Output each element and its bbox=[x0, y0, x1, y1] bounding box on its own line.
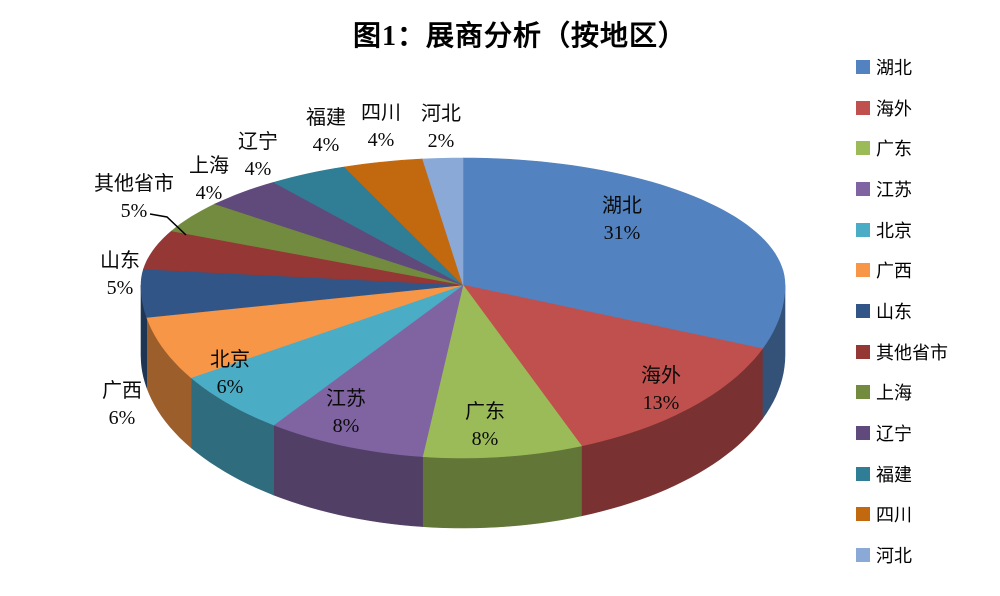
slice-label-name: 海外 bbox=[641, 365, 681, 387]
slice-label-percent: 6% bbox=[216, 376, 244, 398]
slice-label-name: 上海 bbox=[189, 155, 229, 177]
slice-label-山东: 山东 5% bbox=[100, 248, 140, 302]
pie-slice-四川 bbox=[343, 158, 464, 286]
pie-slice-江苏 bbox=[273, 284, 464, 457]
slice-label-name: 广东 bbox=[465, 401, 505, 423]
slice-label-河北: 河北 2% bbox=[421, 101, 461, 155]
pie-slice-广东 bbox=[422, 284, 583, 459]
slice-label-percent: 31% bbox=[603, 222, 641, 244]
slice-label-percent: 5% bbox=[106, 277, 134, 299]
slice-label-percent: 2% bbox=[427, 130, 455, 152]
slice-label-name: 北京 bbox=[210, 349, 250, 371]
slice-label-name: 广西 bbox=[102, 380, 142, 402]
slice-label-name: 河北 bbox=[421, 103, 461, 125]
leader-line bbox=[149, 213, 187, 236]
slice-label-percent: 8% bbox=[332, 415, 360, 437]
slice-label-江苏: 江苏 8% bbox=[326, 386, 366, 440]
pie-slice-河北 bbox=[422, 157, 464, 286]
pie-side-广东 bbox=[422, 445, 582, 529]
slice-label-广东: 广东 8% bbox=[465, 399, 505, 453]
pie-slice-广西 bbox=[146, 284, 464, 379]
chart-title: 图1：展商分析（按地区） bbox=[352, 21, 688, 52]
slice-label-percent: 6% bbox=[108, 407, 136, 429]
slice-label-其他省市: 其他省市 5% bbox=[94, 171, 174, 225]
slice-label-name: 其他省市 bbox=[94, 173, 174, 195]
slice-label-北京: 北京 6% bbox=[210, 347, 250, 401]
slice-label-上海: 上海 4% bbox=[189, 153, 229, 207]
slice-label-海外: 海外 13% bbox=[641, 363, 681, 417]
pie-slice-福建 bbox=[272, 166, 464, 286]
slice-label-percent: 5% bbox=[120, 200, 148, 222]
slice-label-percent: 4% bbox=[312, 134, 340, 156]
slice-label-name: 山东 bbox=[100, 250, 140, 272]
slice-label-name: 四川 bbox=[361, 102, 401, 124]
pie-slice-辽宁 bbox=[214, 181, 464, 286]
pie-slice-海外 bbox=[462, 284, 763, 447]
slice-label-辽宁: 辽宁 4% bbox=[238, 129, 278, 183]
slice-label-percent: 8% bbox=[471, 428, 499, 450]
slice-label-percent: 4% bbox=[367, 129, 395, 151]
slice-label-name: 江苏 bbox=[326, 388, 366, 410]
pie-slice-其他省市 bbox=[143, 230, 464, 286]
pie-slice-湖北 bbox=[462, 157, 786, 350]
pie-slice-上海 bbox=[170, 203, 464, 286]
slice-label-湖北: 湖北 31% bbox=[602, 193, 642, 247]
pie-slice-北京 bbox=[190, 284, 464, 426]
slice-label-四川: 四川 4% bbox=[361, 100, 401, 154]
slice-label-广西: 广西 6% bbox=[102, 378, 142, 432]
slice-label-name: 湖北 bbox=[602, 195, 642, 217]
slice-label-percent: 4% bbox=[195, 182, 223, 204]
slice-label-percent: 4% bbox=[244, 158, 272, 180]
slice-label-name: 辽宁 bbox=[238, 131, 278, 153]
slice-label-福建: 福建 4% bbox=[306, 105, 346, 159]
slice-label-percent: 13% bbox=[642, 392, 680, 414]
slice-label-name: 福建 bbox=[306, 107, 346, 129]
